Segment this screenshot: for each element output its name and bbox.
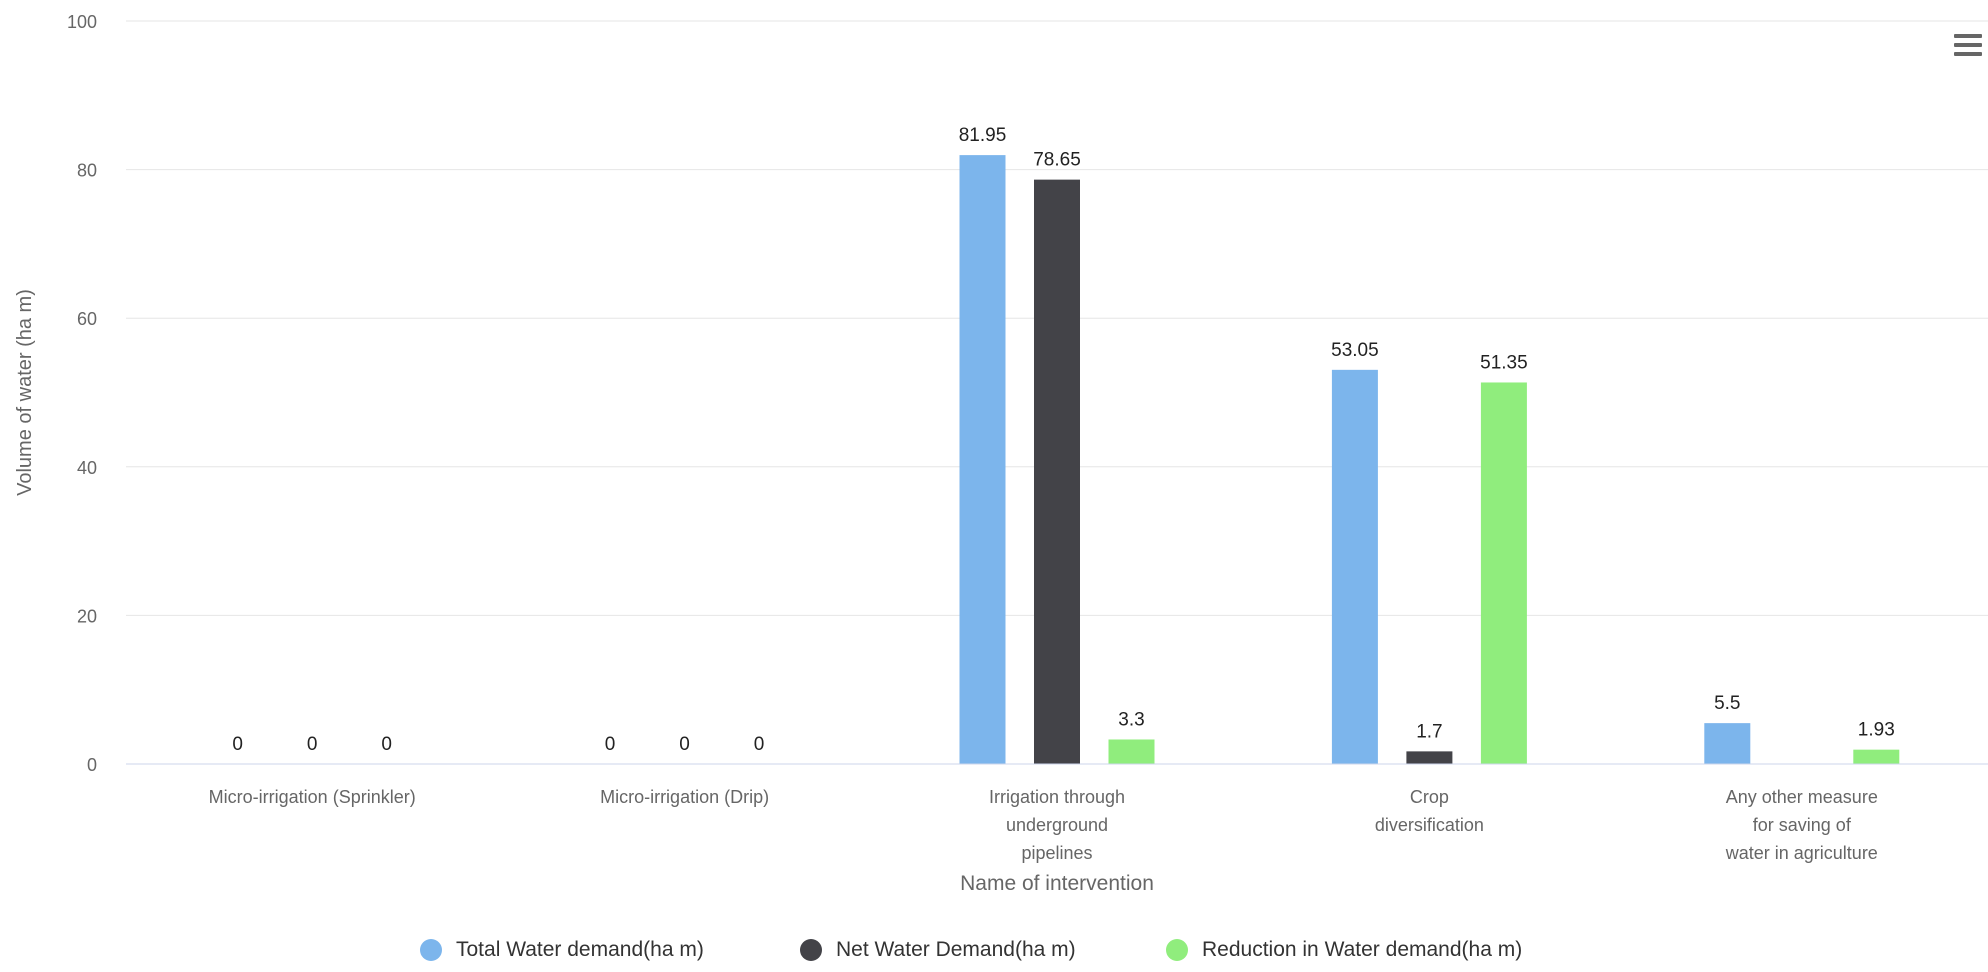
x-tick-label: Any other measure (1726, 787, 1878, 807)
data-label: 0 (381, 734, 392, 755)
y-tick-label: 80 (77, 161, 97, 181)
x-tick-label: pipelines (1021, 843, 1092, 863)
legend-item[interactable]: Net Water Demand(ha m) (800, 928, 1076, 972)
y-tick-label: 60 (77, 309, 97, 329)
data-label: 1.7 (1416, 721, 1442, 742)
data-label: 0 (754, 734, 765, 755)
data-label: 0 (307, 734, 318, 755)
legend-item[interactable]: Reduction in Water demand(ha m) (1166, 928, 1522, 972)
legend-marker (800, 939, 822, 961)
bar[interactable] (959, 155, 1006, 764)
data-label: 0 (232, 734, 243, 755)
bar[interactable] (1704, 723, 1751, 764)
x-tick-label: Irrigation through (989, 787, 1125, 807)
legend-label: Net Water Demand(ha m) (836, 938, 1076, 961)
legend-marker (420, 939, 442, 961)
bar[interactable] (1331, 369, 1378, 764)
data-label: 1.93 (1858, 720, 1895, 741)
data-label: 51.35 (1480, 352, 1528, 373)
bar[interactable] (1853, 749, 1900, 764)
x-tick-label: Micro-irrigation (Drip) (600, 787, 769, 807)
x-axis-title: Name of intervention (960, 872, 1154, 895)
legend-label: Total Water demand(ha m) (456, 938, 704, 961)
data-label: 0 (605, 734, 616, 755)
y-tick-label: 100 (67, 12, 97, 32)
x-tick-label: water in agriculture (1725, 843, 1878, 863)
x-tick-label: Crop (1410, 787, 1449, 807)
x-tick-label: diversification (1375, 815, 1484, 835)
legend-item[interactable]: Total Water demand(ha m) (420, 928, 704, 972)
data-label: 3.3 (1118, 709, 1144, 730)
legend-label: Reduction in Water demand(ha m) (1202, 938, 1523, 961)
y-axis-title: Volume of water (ha m) (14, 289, 36, 496)
x-tick-label: Micro-irrigation (Sprinkler) (209, 787, 416, 807)
bar[interactable] (1406, 751, 1453, 764)
data-label: 0 (679, 734, 690, 755)
y-tick-label: 20 (77, 606, 97, 626)
data-label: 78.65 (1033, 150, 1081, 171)
hamburger-menu-icon[interactable] (1950, 28, 1984, 62)
bar[interactable] (1480, 382, 1527, 764)
chart-legend: Total Water demand(ha m) Net Water Demand… (0, 928, 1988, 972)
bar[interactable] (1108, 739, 1155, 764)
legend-marker (1166, 939, 1188, 961)
data-label: 5.5 (1714, 693, 1740, 714)
y-tick-label: 40 (77, 458, 97, 478)
data-label: 81.95 (959, 125, 1007, 146)
y-tick-label: 0 (87, 755, 97, 775)
x-tick-label: for saving of (1753, 815, 1852, 835)
x-tick-label: underground (1006, 815, 1108, 835)
bar[interactable] (1034, 179, 1080, 764)
data-label: 53.05 (1331, 340, 1379, 361)
